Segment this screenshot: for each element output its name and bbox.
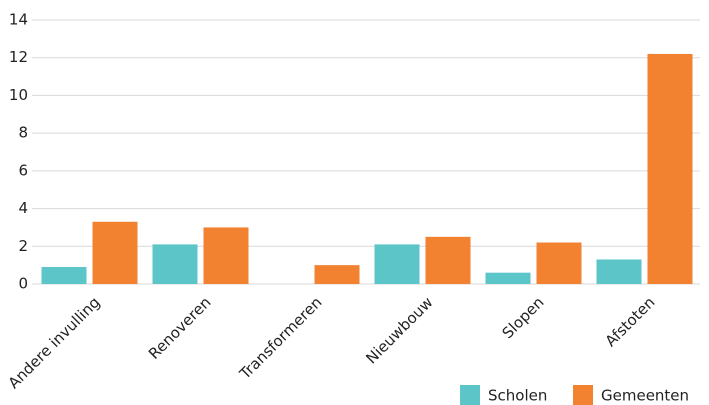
bar (152, 244, 198, 284)
x-tick-label: Andere invulling (5, 293, 104, 392)
y-tick-label: 6 (18, 161, 28, 179)
bar (314, 265, 360, 284)
bar (374, 244, 420, 284)
x-tick-label: Renoveren (145, 293, 215, 363)
y-tick-label: 14 (9, 11, 28, 29)
x-tick-label: Slopen (499, 293, 548, 342)
bar (596, 259, 642, 284)
bar (41, 267, 87, 284)
x-tick-label: Nieuwbouw (362, 293, 436, 367)
y-tick-label: 8 (18, 124, 28, 142)
bar (203, 227, 249, 284)
legend-label: Gemeenten (601, 387, 689, 405)
x-tick-label: Transformeren (235, 293, 325, 383)
y-tick-label: 0 (18, 275, 28, 293)
bar (485, 272, 531, 284)
y-tick-label: 4 (18, 199, 28, 217)
legend-swatch (573, 385, 593, 405)
bar (647, 53, 693, 284)
bar (92, 221, 138, 284)
legend-label: Scholen (488, 387, 547, 405)
y-tick-label: 2 (18, 237, 28, 255)
bar (536, 242, 582, 284)
x-tick-label: Afstoten (602, 293, 659, 350)
bar (425, 236, 471, 284)
legend-swatch (460, 385, 480, 405)
y-tick-label: 12 (9, 48, 28, 66)
y-tick-label: 10 (9, 86, 28, 104)
